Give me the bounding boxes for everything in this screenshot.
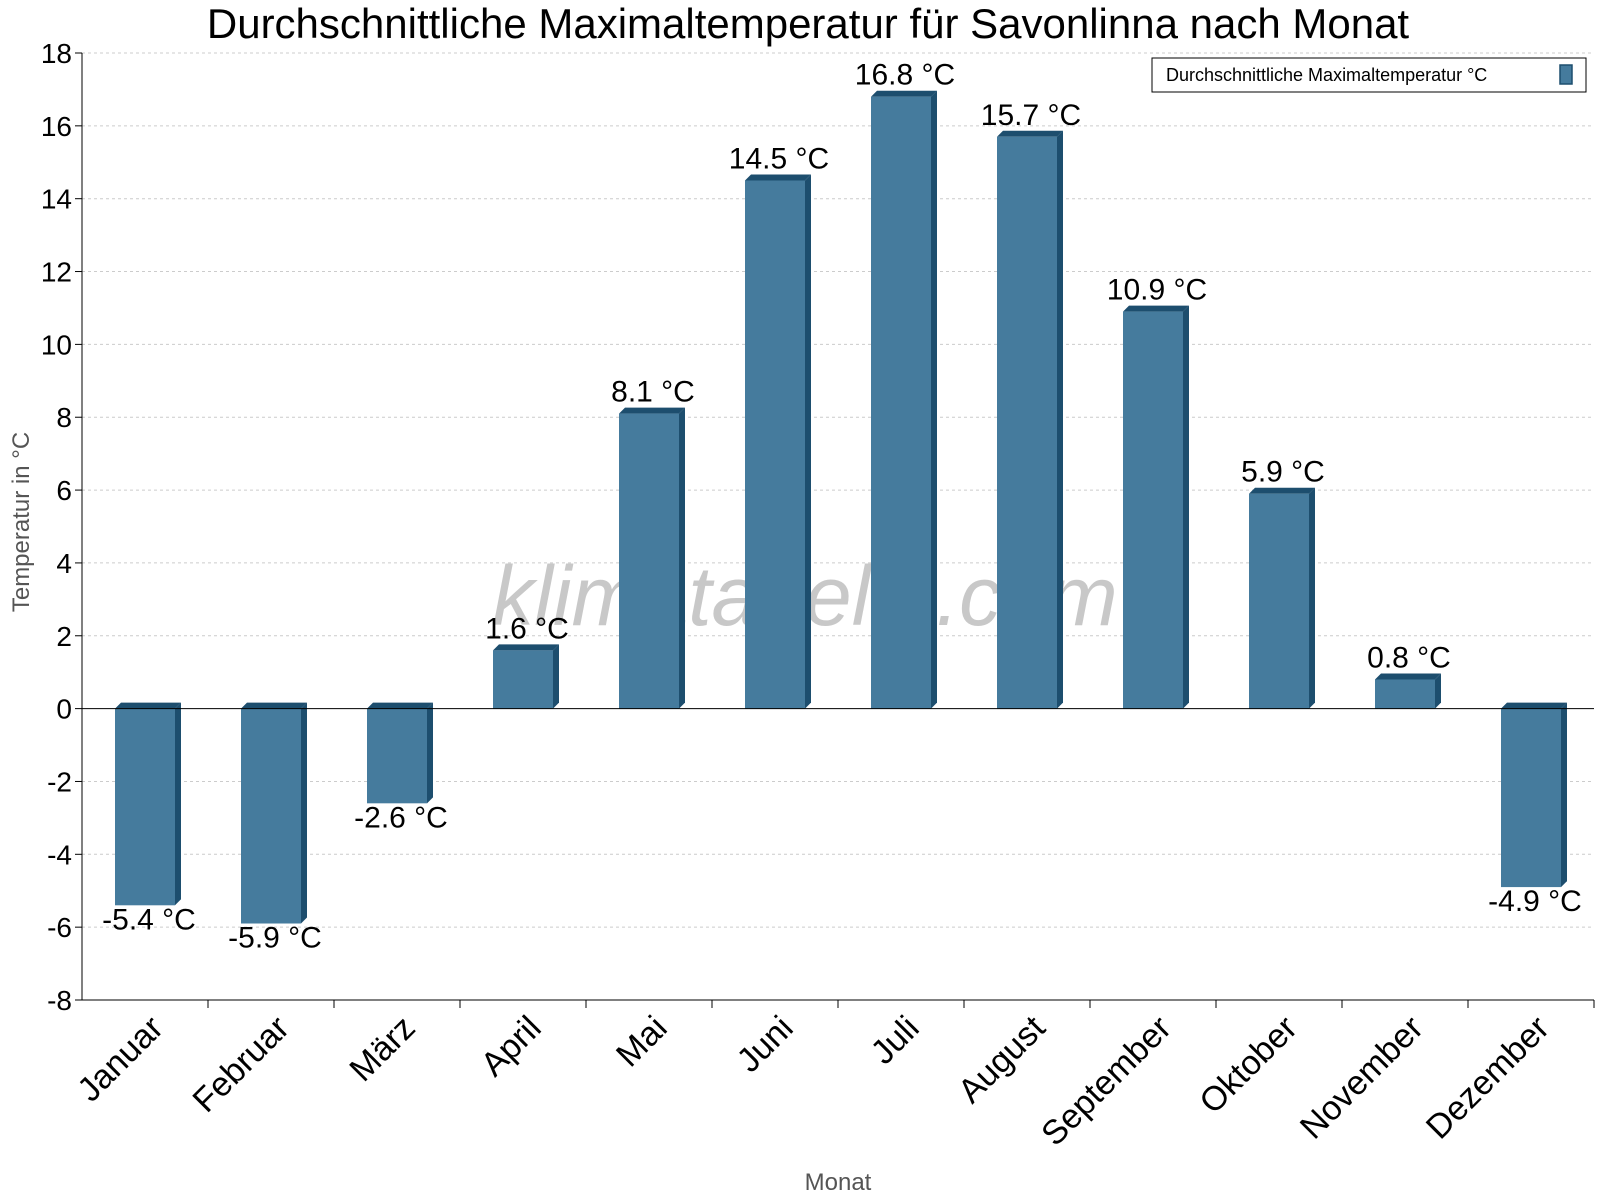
bar-face (1123, 311, 1183, 709)
bar-top (1123, 305, 1189, 312)
data-label: 0.8 °C (1367, 641, 1451, 674)
bar-face (1501, 708, 1561, 888)
bar-side (427, 702, 433, 804)
bar-face (745, 180, 805, 709)
x-tick-label: Mai (609, 1009, 675, 1075)
bar-side (175, 702, 181, 906)
bar-side (301, 702, 307, 924)
bar-juni (745, 174, 811, 709)
bar-top (997, 130, 1063, 137)
bar-top (115, 702, 181, 709)
x-tick-label: September (1034, 1009, 1178, 1153)
data-label: -4.9 °C (1488, 885, 1582, 918)
bar-side (1183, 305, 1189, 709)
bar-face (1375, 679, 1435, 709)
bar-februar (241, 702, 307, 924)
bar-face (241, 708, 301, 924)
x-tick-label: März (342, 1009, 422, 1089)
y-axis-label: Temperatur in °C (8, 432, 35, 612)
y-tick-label: 18 (41, 38, 72, 69)
y-tick-label: -2 (47, 766, 72, 797)
bar-side (931, 90, 937, 709)
y-tick-label: -6 (47, 912, 72, 943)
bar-august (997, 130, 1063, 709)
bar-face (367, 708, 427, 804)
bar-face (493, 650, 553, 709)
data-label: 14.5 °C (729, 142, 829, 175)
bar-top (493, 644, 559, 651)
bar-top (745, 174, 811, 181)
x-axis-label: Monat (805, 1169, 872, 1196)
x-tick-label: Juni (730, 1009, 801, 1080)
y-tick-label: 8 (56, 402, 72, 433)
bar-top (241, 702, 307, 709)
bar-top (367, 702, 433, 709)
x-tick-label: November (1293, 1009, 1431, 1147)
bar-side (679, 407, 685, 709)
y-tick-label: 4 (56, 548, 72, 579)
bar-oktober (1249, 487, 1315, 709)
bar-side (1057, 130, 1063, 709)
x-tick-label: August (951, 1008, 1053, 1110)
bar-face (115, 708, 175, 906)
legend-swatch (1559, 64, 1573, 85)
y-tick-label: 10 (41, 329, 72, 360)
bar-juli (871, 90, 937, 709)
bar-april (493, 644, 559, 709)
data-label: 10.9 °C (1107, 274, 1207, 307)
y-tick-label: 6 (56, 475, 72, 506)
y-tick-label: 16 (41, 111, 72, 142)
bar-side (1561, 702, 1567, 888)
bar-mai (619, 407, 685, 709)
data-label: 15.7 °C (981, 99, 1081, 132)
y-tick-label: 0 (56, 694, 72, 725)
bar-märz (367, 702, 433, 804)
data-label: 8.1 °C (611, 376, 695, 409)
data-label: -5.9 °C (228, 922, 322, 955)
bar-top (1249, 487, 1315, 494)
bar-side (553, 644, 559, 709)
bar-side (1435, 673, 1441, 709)
x-tick-label: Oktober (1192, 1009, 1304, 1121)
bar-november (1375, 673, 1441, 709)
legend-box (1151, 57, 1587, 93)
y-tick-label: -8 (47, 985, 72, 1016)
data-label: 16.8 °C (855, 59, 955, 92)
x-tick-label: Februar (186, 1009, 297, 1120)
bar-face (871, 96, 931, 709)
x-tick-label: Januar (70, 1009, 170, 1109)
data-labels: -5.4 °C -5.9 °C -2.6 °C 1.6 °C 8.1 °C 14.5 °C… (102, 59, 1582, 955)
y-tick-label: 12 (41, 257, 72, 288)
y-tick-label: -4 (47, 839, 72, 870)
data-label: 1.6 °C (485, 612, 569, 645)
bar-januar (115, 702, 181, 906)
data-label: -2.6 °C (354, 801, 448, 834)
bar-side (1309, 487, 1315, 709)
bar-september (1123, 305, 1189, 709)
y-tick-label: 2 (56, 621, 72, 652)
bar-face (997, 136, 1057, 709)
bar-top (1501, 702, 1567, 709)
x-tick-label: April (474, 1009, 549, 1084)
data-label: -5.4 °C (102, 903, 196, 936)
x-tick-label: Dezember (1419, 1009, 1557, 1147)
bar-top (619, 407, 685, 414)
chart-title: Durchschnittliche Maximaltemperatur für … (207, 0, 1410, 47)
bar-top (1375, 673, 1441, 680)
bar-dezember (1501, 702, 1567, 888)
bar-top (871, 90, 937, 97)
y-tick-label: 14 (41, 184, 72, 215)
bar-face (619, 413, 679, 709)
legend-label: Durchschnittliche Maximaltemperatur °C (1166, 65, 1487, 85)
bar-side (805, 174, 811, 709)
grid-lines (82, 52, 1594, 1001)
bar-face (1249, 493, 1309, 709)
x-tick-label: Juli (864, 1009, 927, 1072)
data-label: 5.9 °C (1241, 456, 1325, 489)
legend: Durchschnittliche Maximaltemperatur °C (1151, 57, 1587, 93)
bars (115, 90, 1567, 924)
